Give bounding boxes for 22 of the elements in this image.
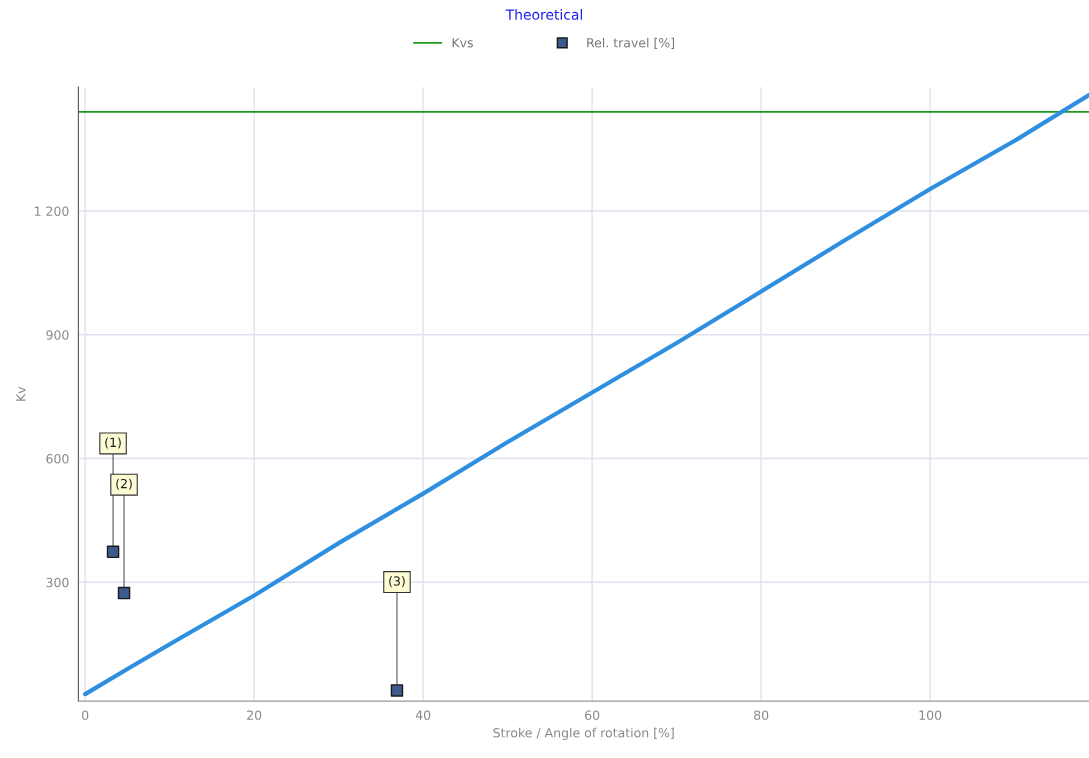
y-tick-label: 300 xyxy=(46,577,69,588)
point xyxy=(106,545,120,559)
y-tick-label: 900 xyxy=(46,330,69,340)
x-tick-label: 60 xyxy=(585,710,600,720)
x-tick-label: 20 xyxy=(247,710,262,720)
point xyxy=(390,684,404,697)
point xyxy=(117,586,131,600)
legend-label: Rel. travel [%] xyxy=(587,37,675,49)
annotation: (1) xyxy=(105,437,121,449)
x-tick-label: 100 xyxy=(919,710,942,720)
x-tick-label: 40 xyxy=(415,710,431,720)
x-tick-label: 80 xyxy=(754,710,769,720)
annotation: (3) xyxy=(389,576,405,588)
line-series xyxy=(83,92,1089,697)
chart-title: Theoretical xyxy=(505,9,582,20)
y-axis-title: Kv xyxy=(16,386,26,401)
legend-label: Kvs xyxy=(452,38,473,48)
y-tick-label: 1 200 xyxy=(34,206,69,216)
x-tick-label: 0 xyxy=(82,710,89,720)
annotation: (2) xyxy=(116,478,132,490)
x-axis-title: Stroke / Angle of rotation [%] xyxy=(493,727,674,740)
y-tick-label: 600 xyxy=(46,454,69,464)
